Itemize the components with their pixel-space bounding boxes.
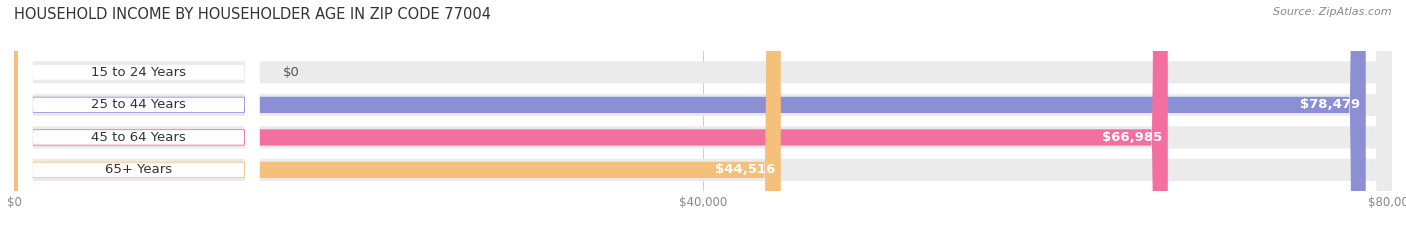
FancyBboxPatch shape [18,0,259,233]
FancyBboxPatch shape [14,0,1365,233]
FancyBboxPatch shape [18,0,259,233]
Text: $66,985: $66,985 [1102,131,1163,144]
FancyBboxPatch shape [14,0,1168,233]
Text: 15 to 24 Years: 15 to 24 Years [91,66,186,79]
FancyBboxPatch shape [18,0,259,233]
Text: $78,479: $78,479 [1301,98,1360,111]
FancyBboxPatch shape [14,0,1392,233]
FancyBboxPatch shape [14,0,1392,233]
FancyBboxPatch shape [14,0,1392,233]
Text: 65+ Years: 65+ Years [105,163,173,176]
Text: HOUSEHOLD INCOME BY HOUSEHOLDER AGE IN ZIP CODE 77004: HOUSEHOLD INCOME BY HOUSEHOLDER AGE IN Z… [14,7,491,22]
Text: $0: $0 [283,66,299,79]
FancyBboxPatch shape [18,0,259,233]
FancyBboxPatch shape [14,0,780,233]
Text: 45 to 64 Years: 45 to 64 Years [91,131,186,144]
Text: 25 to 44 Years: 25 to 44 Years [91,98,186,111]
Text: $44,516: $44,516 [716,163,775,176]
FancyBboxPatch shape [14,0,1392,233]
Text: Source: ZipAtlas.com: Source: ZipAtlas.com [1274,7,1392,17]
